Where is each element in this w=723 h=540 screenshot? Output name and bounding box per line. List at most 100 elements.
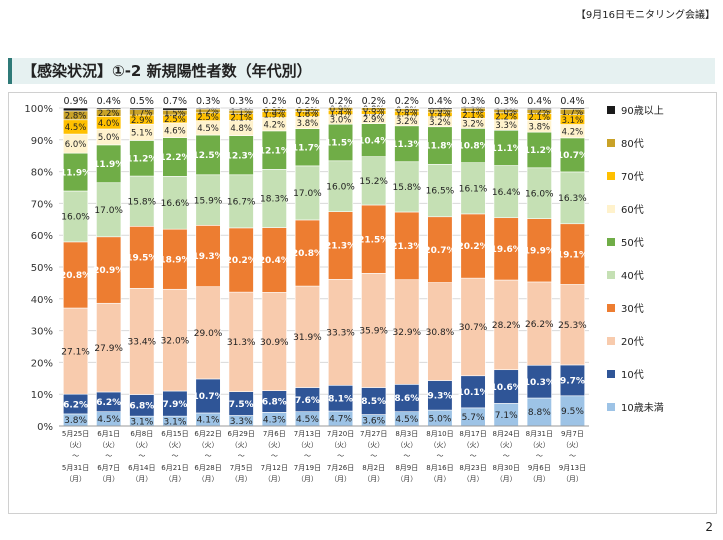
data-label: 6.8% [129,402,154,412]
bar-segment [328,384,354,412]
x-tick-end-day: （月） [231,475,252,483]
x-tick-start: 7月13日 [294,430,321,438]
x-tick-end: 6月7日 [97,464,120,472]
data-label: 19.6% [491,245,522,255]
data-label: 10.3% [524,378,555,388]
x-tick-start-day: （火） [363,441,384,449]
data-label: 4.3% [263,415,286,425]
data-label: 4.5% [296,415,319,425]
x-tick-start-day: （火） [429,441,450,449]
x-tick-end: 8月16日 [426,464,453,472]
data-label: 8.1% [328,394,353,404]
x-tick-end-day: （月） [164,475,185,483]
data-label: 11.8% [424,142,455,152]
bar-segment [294,219,320,287]
data-label: 20.8% [292,249,323,259]
data-label: 30.9% [260,338,289,348]
data-label: 2.1% [462,111,484,121]
data-label: 35.9% [359,327,388,337]
x-tick-tilde: 〜 [171,452,178,460]
legend-label: 10歳未満 [621,402,664,414]
data-label: 4.5% [197,124,219,134]
data-label: 21.5% [358,235,389,245]
data-label-90plus: 0.3% [196,96,220,107]
x-tick-start-day: （火） [98,441,119,449]
x-tick-start: 6月1日 [97,430,120,438]
x-tick-end: 6月21日 [161,464,188,472]
x-tick-end: 8月2日 [362,464,385,472]
legend-swatch [607,337,615,345]
y-tick-label: 30% [31,327,53,338]
data-label: 10.4% [358,136,389,146]
bar-segment [228,108,254,111]
bar-segment [162,137,188,177]
x-tick-start-day: （火） [264,441,285,449]
bar-segment [460,162,486,215]
data-label: 9.7% [560,377,585,387]
legend-swatch [607,238,615,246]
data-label: 30.7% [459,323,488,333]
x-tick-end: 8月9日 [395,464,418,472]
bar-segment [493,108,519,110]
x-tick-start: 8月31日 [526,430,553,438]
data-label: 16.0% [326,182,355,192]
data-label: 12.5% [192,151,223,161]
data-label-90plus: 0.4% [527,96,551,107]
x-tick-tilde: 〜 [569,452,576,460]
bar-segment [195,107,221,110]
x-tick-tilde: 〜 [105,452,112,460]
bar-segment [294,387,320,412]
data-label: 3.8% [64,416,87,426]
x-tick-end: 7月12日 [261,464,288,472]
data-label: 10.7% [557,151,588,161]
data-label: 1.4% [429,111,451,121]
data-label: 20.8% [60,271,91,281]
data-label: 6.2% [63,400,88,410]
bar-segment [328,106,354,108]
data-label: 16.1% [459,184,488,194]
data-label: 20.9% [93,266,124,276]
bar-segment [559,137,585,173]
data-label-90plus: 0.2% [295,96,319,107]
x-tick-end-day: （月） [98,475,119,483]
bar-segment [559,107,585,110]
bar-segment [228,291,254,392]
y-tick-label: 40% [31,295,53,306]
bar-segment [493,369,519,404]
x-tick-end-day: （月） [396,475,417,483]
x-tick-tilde: 〜 [271,452,278,460]
data-label: 2.1% [230,113,252,123]
x-tick-end: 8月23日 [459,464,486,472]
y-tick-label: 0% [37,422,53,433]
data-label: 7.5% [229,400,254,410]
data-label: 3.2% [396,117,418,127]
x-tick-end: 6月14日 [128,464,155,472]
legend-label: 10代 [621,369,644,381]
bar-segment [427,107,453,110]
data-label: 12.3% [226,151,257,161]
data-label: 4.0% [98,119,120,129]
bar-segment [261,292,287,392]
x-tick-start-day: （火） [198,441,219,449]
bar-segment [195,286,221,380]
data-label: 2.9% [131,116,153,126]
data-label: 0.8% [363,105,385,115]
legend-label: 40代 [621,270,644,282]
bar-segment [162,228,188,290]
data-label: 1.7% [562,108,584,118]
data-label: 16.0% [525,189,554,199]
data-label: 8.5% [361,397,386,407]
data-label: 10.8% [457,142,488,152]
bar-segment [427,163,453,218]
x-tick-end-day: （月） [131,475,152,483]
data-label: 3.1% [130,417,153,427]
data-label: 28.2% [492,321,521,331]
x-tick-start: 8月17日 [459,430,486,438]
data-label: 17.0% [94,206,123,216]
data-label: 7.1% [495,411,518,421]
bar-segment [394,125,420,163]
data-label: 7.9% [162,400,187,410]
data-label: 6.2% [96,398,121,408]
data-label: 5.1% [131,129,153,139]
page-number: 2 [705,520,713,534]
